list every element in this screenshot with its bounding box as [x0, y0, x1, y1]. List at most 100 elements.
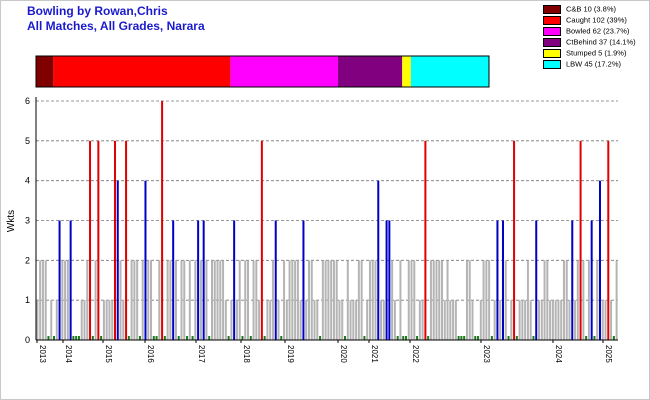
bar — [477, 336, 480, 340]
bar — [83, 300, 86, 340]
bar — [305, 300, 308, 340]
bar — [191, 336, 194, 340]
stacked-segment-caught — [53, 56, 231, 87]
bar — [413, 260, 416, 340]
y-tick-label: 6 — [25, 96, 30, 106]
bar — [144, 180, 147, 340]
bar — [471, 300, 474, 340]
bar — [385, 220, 388, 340]
legend-swatch — [543, 26, 561, 36]
bar — [565, 260, 568, 340]
bar — [241, 336, 244, 340]
bar — [202, 220, 205, 340]
bar — [493, 300, 496, 340]
bar — [127, 336, 130, 340]
bar — [77, 336, 80, 340]
legend-item-lbw: LBW 45 (17.2%) — [543, 59, 621, 70]
stacked-segment-lbw — [410, 56, 489, 87]
bar — [501, 220, 504, 340]
bar — [255, 260, 258, 340]
bar — [463, 336, 466, 340]
y-tick-label: 1 — [25, 295, 30, 305]
bar — [371, 260, 374, 340]
bar — [332, 260, 335, 340]
bar — [183, 260, 186, 340]
bar — [562, 260, 565, 340]
bar — [518, 300, 521, 340]
bar — [321, 260, 324, 340]
bar — [291, 260, 294, 340]
bar — [296, 260, 299, 340]
bar — [587, 260, 590, 340]
stacked-segment-ctbehind — [338, 56, 403, 87]
bar — [238, 260, 241, 340]
bar — [615, 260, 618, 340]
bar — [335, 260, 338, 340]
bar — [216, 260, 219, 340]
bar — [119, 260, 122, 340]
x-tick-label: 2021 — [370, 345, 379, 363]
bar — [47, 336, 50, 340]
bar — [391, 260, 394, 340]
chart-subtitle: All Matches, All Grades, Narara — [27, 19, 205, 33]
bar — [319, 336, 322, 340]
bar — [441, 260, 444, 340]
bar — [582, 260, 585, 340]
bar — [113, 140, 116, 340]
bar — [526, 260, 529, 340]
bar — [136, 260, 139, 340]
bar — [460, 336, 463, 340]
bar — [560, 300, 563, 340]
bar — [504, 260, 507, 340]
bar — [266, 300, 269, 340]
stacked-segment-bowled — [230, 56, 338, 87]
bar — [150, 260, 153, 340]
bar — [407, 260, 410, 340]
bar — [496, 220, 499, 340]
bar — [64, 260, 67, 340]
stacked-segment-cb — [36, 56, 54, 87]
legend-swatch — [543, 15, 561, 25]
x-tick-label: 2013 — [38, 345, 47, 363]
bar — [72, 336, 75, 340]
bar — [313, 300, 316, 340]
bar — [288, 260, 291, 340]
bar — [105, 300, 108, 340]
y-tick-label: 2 — [25, 255, 30, 265]
bar — [465, 260, 468, 340]
bar — [235, 300, 238, 340]
y-tick-label: 0 — [25, 335, 30, 345]
bar — [324, 260, 327, 340]
legend-label: Bowled 62 (23.7%) — [566, 26, 630, 36]
bar — [352, 300, 355, 340]
legend-swatch — [543, 59, 561, 69]
bar — [188, 260, 191, 340]
bar — [247, 260, 250, 340]
bar — [529, 300, 532, 340]
bar — [429, 260, 432, 340]
y-axis-label: Wkts — [6, 210, 17, 232]
legend-label: C&B 10 (3.8%) — [566, 4, 617, 14]
bar — [601, 300, 604, 340]
y-tick-label: 5 — [25, 136, 30, 146]
bar — [576, 260, 579, 340]
bar — [482, 260, 485, 340]
y-tick-label: 3 — [25, 216, 30, 226]
bar — [166, 260, 169, 340]
bar — [283, 260, 286, 340]
bar — [474, 336, 477, 340]
bar — [230, 300, 233, 340]
legend-item-cb: C&B 10 (3.8%) — [543, 4, 616, 15]
bar — [443, 300, 446, 340]
bar — [554, 300, 557, 340]
bar — [513, 140, 516, 340]
bar — [294, 260, 297, 340]
bar — [424, 140, 427, 340]
bar — [100, 336, 103, 340]
bar — [593, 336, 596, 340]
bar — [490, 336, 493, 340]
bar — [307, 260, 310, 340]
bar — [549, 300, 552, 340]
bar — [499, 300, 502, 340]
